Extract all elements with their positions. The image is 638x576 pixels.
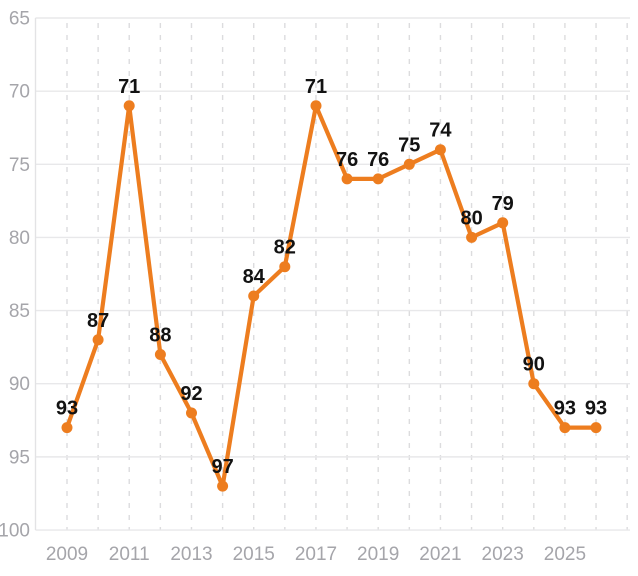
x-axis-tick-label: 2017 <box>295 544 337 565</box>
data-point-label: 84 <box>243 266 266 288</box>
data-point[interactable] <box>92 334 104 346</box>
data-point-label: 82 <box>274 237 296 259</box>
data-point-label: 88 <box>149 325 171 347</box>
data-point[interactable] <box>279 261 291 273</box>
data-point[interactable] <box>466 231 478 243</box>
vertical-gridlines <box>66 23 628 531</box>
data-point[interactable] <box>590 422 602 434</box>
x-axis-tick-label: 2011 <box>109 544 150 565</box>
data-point[interactable] <box>217 480 229 492</box>
x-axis-tick-label: 2025 <box>544 544 586 565</box>
y-axis-tick-label: 85 <box>9 301 30 322</box>
y-axis-tick-label: 80 <box>9 228 30 249</box>
data-point-label: 93 <box>554 398 576 420</box>
data-point-labels: 93 87 71 88 92 97 84 82 71 76 76 75 74 80 79 90 93 93 <box>56 76 607 478</box>
data-point[interactable] <box>186 407 197 419</box>
y-axis-tick-label: 100 <box>0 521 30 542</box>
y-axis-tick-label: 75 <box>9 155 30 176</box>
data-point[interactable] <box>372 173 384 185</box>
data-point-label: 92 <box>180 383 202 405</box>
data-point[interactable] <box>341 173 353 185</box>
data-point[interactable] <box>434 144 446 156</box>
data-point-label: 93 <box>585 398 607 420</box>
data-point-label: 80 <box>460 207 482 229</box>
x-axis-tick-label: 2013 <box>170 544 212 565</box>
data-point[interactable] <box>123 100 135 112</box>
x-axis-tick-label: 2021 <box>419 544 461 565</box>
data-point-label: 90 <box>523 354 545 376</box>
data-point[interactable] <box>248 290 260 302</box>
data-point[interactable] <box>497 217 509 229</box>
data-point-label: 71 <box>118 76 140 98</box>
data-point-label: 87 <box>87 310 109 332</box>
data-line <box>64 103 599 489</box>
data-point[interactable] <box>403 158 415 170</box>
data-point[interactable] <box>310 100 322 112</box>
data-point-label: 93 <box>56 398 78 420</box>
y-axis-labels: 65 70 75 80 85 90 95 100 <box>0 9 30 542</box>
x-axis-tick-label: 2023 <box>482 544 524 565</box>
data-point[interactable] <box>61 422 73 434</box>
data-point[interactable] <box>154 349 166 360</box>
data-point[interactable] <box>528 378 540 390</box>
data-points <box>61 100 602 492</box>
y-axis-tick-label: 70 <box>9 82 30 103</box>
y-axis-tick-label: 90 <box>9 374 30 395</box>
x-axis-labels: 2009 2011 2013 2015 2017 2019 2021 2023 2025 <box>46 544 586 565</box>
data-point[interactable] <box>559 422 571 434</box>
y-axis-tick-label: 65 <box>9 9 30 30</box>
x-axis-tick-label: 2009 <box>46 544 88 565</box>
data-point-label: 76 <box>367 149 389 171</box>
data-point-label: 71 <box>305 76 327 98</box>
x-axis-tick-label: 2019 <box>357 544 399 565</box>
data-point-label: 75 <box>398 134 420 156</box>
x-axis-tick-label: 2015 <box>233 544 275 565</box>
y-axis-tick-label: 95 <box>9 447 30 468</box>
data-point-label: 79 <box>492 193 514 215</box>
data-point-label: 76 <box>336 149 358 171</box>
data-point-label: 97 <box>211 456 233 478</box>
data-point-label: 74 <box>429 120 452 142</box>
